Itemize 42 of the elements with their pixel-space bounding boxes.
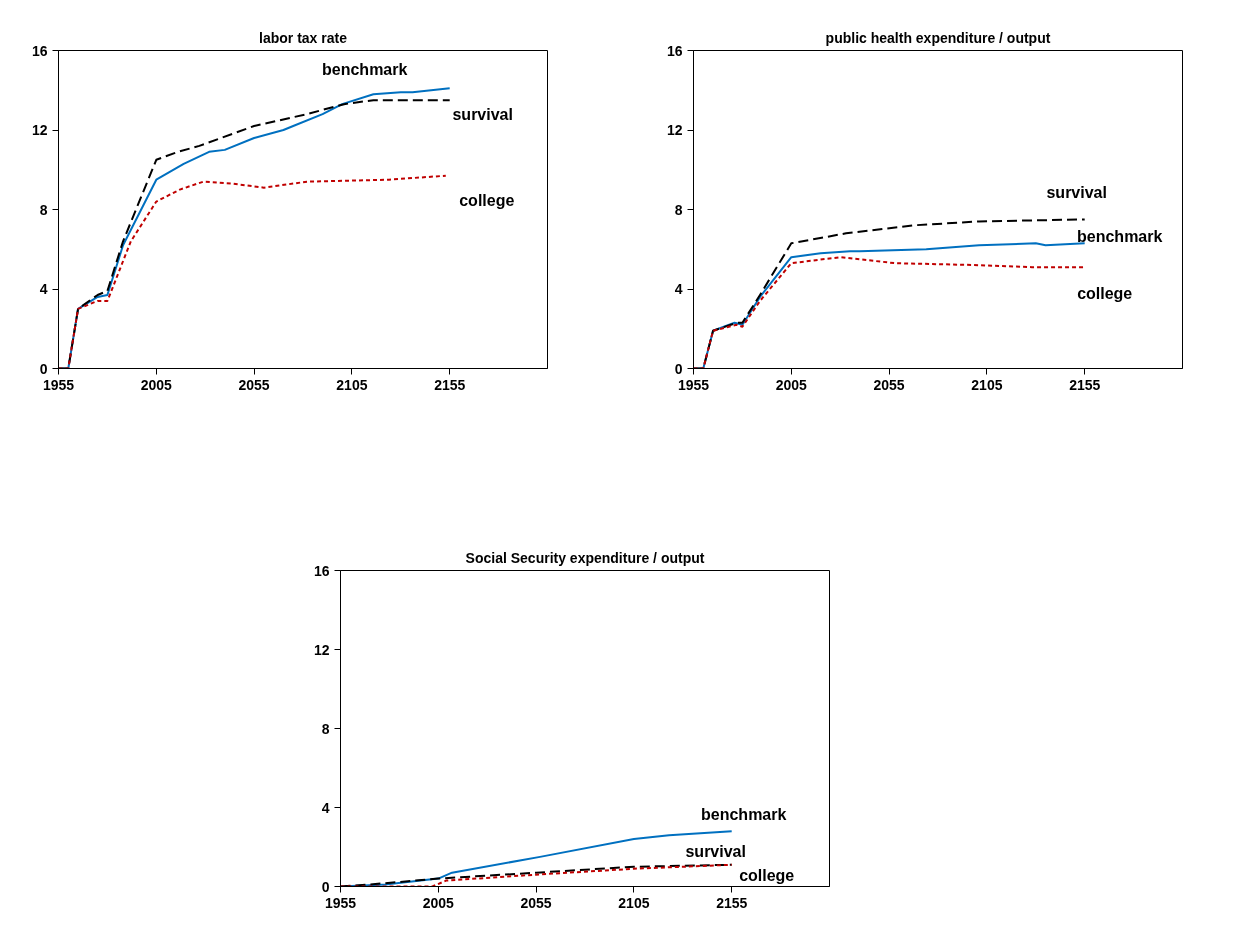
x-tick-label: 2155 xyxy=(1069,376,1101,393)
x-tick-label: 2155 xyxy=(716,894,748,911)
x-tick-label: 2155 xyxy=(434,376,466,393)
series-label: benchmark xyxy=(701,805,787,823)
y-tick-label: 12 xyxy=(31,122,48,138)
y-tick-label: 4 xyxy=(321,799,330,816)
x-tick-label: 1955 xyxy=(677,376,710,393)
y-tick-label: 12 xyxy=(666,122,683,138)
x-tick-label: 2005 xyxy=(422,894,455,911)
series-label: college xyxy=(459,192,515,210)
x-tick-label: 2055 xyxy=(873,376,905,393)
chart-title: Social Security expenditure / output xyxy=(465,549,705,566)
y-tick-label: 8 xyxy=(39,201,48,218)
y-tick-label: 12 xyxy=(313,641,330,658)
series-label: survival xyxy=(685,843,746,861)
series-label: survival xyxy=(1046,183,1107,201)
x-tick-label: 1955 xyxy=(42,376,75,393)
y-tick-label: 8 xyxy=(321,720,330,737)
y-tick-label: 16 xyxy=(666,42,683,59)
y-tick-label: 16 xyxy=(31,42,48,59)
series-label: benchmark xyxy=(1077,227,1163,245)
series-label: benchmark xyxy=(322,60,408,78)
series-label: college xyxy=(1077,284,1133,302)
chart-title: labor tax rate xyxy=(259,29,348,46)
x-tick-label: 2105 xyxy=(336,376,368,393)
y-tick-label: 0 xyxy=(674,360,683,377)
x-tick-label: 2055 xyxy=(238,376,270,393)
x-tick-label: 2105 xyxy=(618,894,650,911)
chart-title: public health expenditure / output xyxy=(825,29,1051,46)
y-tick-label: 4 xyxy=(39,281,48,297)
x-tick-label: 2005 xyxy=(775,376,808,393)
y-tick-label: 0 xyxy=(321,878,330,895)
y-tick-label: 0 xyxy=(39,360,48,377)
y-tick-label: 4 xyxy=(674,281,683,297)
x-tick-label: 2055 xyxy=(520,894,552,911)
y-tick-label: 8 xyxy=(674,201,683,218)
series-label: survival xyxy=(452,105,513,123)
x-tick-label: 1955 xyxy=(324,894,357,911)
x-tick-label: 2105 xyxy=(971,376,1003,393)
y-tick-label: 16 xyxy=(313,562,330,579)
x-tick-label: 2005 xyxy=(140,376,173,393)
series-label: college xyxy=(739,867,795,885)
